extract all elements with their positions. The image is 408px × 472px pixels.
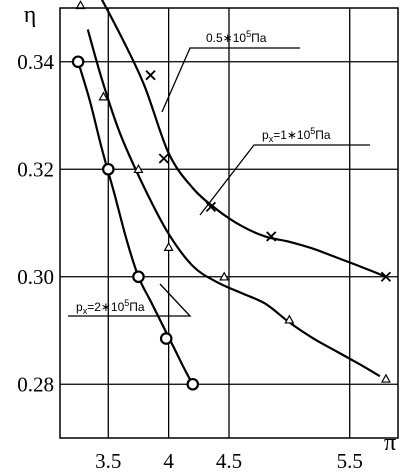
x-tick-label: 4 [163, 449, 174, 472]
data-point-cross [380, 271, 392, 282]
data-point-circle [132, 270, 145, 284]
data-point-triangle [133, 164, 144, 174]
annotation-label-1: px=1∗105Па [262, 126, 331, 144]
data-point-circle [186, 377, 200, 391]
data-point-triangle [163, 241, 174, 251]
y-tick-label: 0.34 [17, 50, 54, 74]
data-point-triangle [380, 373, 391, 383]
grid [60, 8, 398, 438]
x-tick-label: 5.5 [337, 449, 363, 472]
annotation-label-0: 0.5∗105Па [206, 29, 267, 45]
annotations: 0.5∗105Па px=1∗105Па px=2∗105Па [76, 29, 331, 316]
annotation-leaders [68, 47, 370, 317]
annotation-label-2: px=2∗105Па [76, 298, 145, 316]
plot-frame [59, 7, 399, 439]
annotation-leader-0 [161, 47, 300, 113]
x-tick-label: 4.5 [216, 449, 242, 472]
data-point-cross [145, 70, 156, 81]
series-line-1 [86, 29, 381, 378]
x-tick-label: 3.5 [95, 449, 121, 472]
data-point-triangle [284, 314, 295, 324]
annotation-leader-1 [199, 144, 370, 216]
data-point-triangle [98, 91, 109, 101]
y-tick-label: 0.30 [17, 265, 54, 289]
annotation-leader-2 [68, 283, 192, 317]
series-line-2 [77, 61, 194, 385]
data-point-cross [158, 153, 169, 164]
data-point-circle [71, 55, 85, 69]
data-point-circle [101, 162, 115, 176]
series-line-0 [100, 0, 387, 278]
data-point-triangle [219, 271, 230, 281]
data-point-cross [266, 231, 277, 242]
y-axis-label: η [24, 2, 37, 28]
x-axis-label: π [384, 430, 396, 456]
y-tick-label: 0.32 [17, 157, 54, 181]
markers [71, 0, 392, 391]
data-point-circle [159, 332, 173, 345]
plot-border [59, 7, 399, 439]
y-tick-label: 0.28 [17, 372, 54, 396]
tick-labels: 3.5 4 4.5 5.5 0.28 0.30 0.32 0.34 [17, 50, 363, 472]
curves [77, 0, 387, 385]
